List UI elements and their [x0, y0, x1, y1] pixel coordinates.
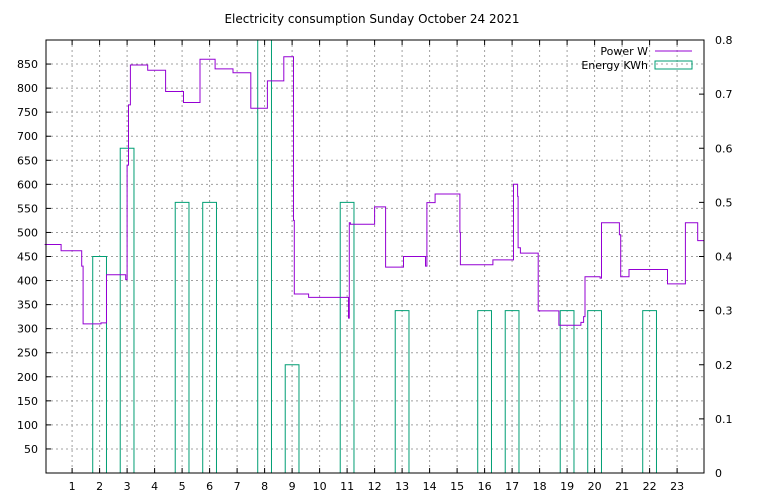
ticks: 1 2 3 4 5 6 7 8 9 10 11 12 13 14 15 16 17 18 19 20 21 22 23501… — [17, 34, 733, 493]
power-line — [44, 56, 704, 326]
y-tick-label: 550 — [17, 202, 38, 215]
y2-tick-label: 0.4 — [715, 251, 733, 264]
y2-tick-label: 0.5 — [715, 196, 733, 209]
power-line-layer — [44, 56, 704, 326]
x-tick-label: 3 — [124, 480, 131, 493]
x-tick-label: 9 — [289, 480, 296, 493]
x-tick-label: 11 — [340, 480, 354, 493]
x-tick-label: 16 — [478, 480, 492, 493]
y-tick-label: 850 — [17, 58, 38, 71]
y2-tick-label: 0.6 — [715, 142, 733, 155]
y-tick-label: 100 — [17, 419, 38, 432]
x-tick-label: 14 — [423, 480, 437, 493]
y2-tick-label: 0.3 — [715, 305, 733, 318]
energy-bar — [202, 201, 217, 474]
legend: Power W Energy KWh — [581, 45, 693, 72]
grid — [46, 40, 704, 473]
y-tick-label: 750 — [17, 106, 38, 119]
energy-bar — [339, 201, 355, 474]
x-tick-label: 4 — [151, 480, 158, 493]
y2-tick-label: 0.1 — [715, 413, 733, 426]
x-tick-label: 18 — [533, 480, 547, 493]
y-tick-label: 300 — [17, 323, 38, 336]
x-tick-label: 6 — [206, 480, 213, 493]
y-tick-label: 150 — [17, 395, 38, 408]
x-tick-label: 10 — [313, 480, 327, 493]
y2-tick-label: 0.2 — [715, 359, 733, 372]
legend-label-energy: Energy KWh — [581, 59, 648, 72]
x-tick-label: 7 — [234, 480, 241, 493]
x-tick-label: 22 — [643, 480, 657, 493]
legend-label-power: Power W — [600, 45, 648, 58]
y-tick-label: 500 — [17, 226, 38, 239]
x-tick-label: 19 — [560, 480, 574, 493]
x-tick-label: 8 — [261, 480, 268, 493]
y-tick-label: 250 — [17, 347, 38, 360]
y-tick-label: 800 — [17, 82, 38, 95]
y-tick-label: 650 — [17, 154, 38, 167]
legend-swatch-energy — [654, 60, 693, 70]
x-tick-label: 2 — [96, 480, 103, 493]
y-tick-label: 200 — [17, 371, 38, 384]
x-tick-label: 12 — [368, 480, 382, 493]
x-tick-label: 13 — [395, 480, 409, 493]
x-tick-label: 5 — [179, 480, 186, 493]
energy-bar — [174, 201, 190, 474]
y-tick-label: 400 — [17, 275, 38, 288]
y2-tick-label: 0.7 — [715, 88, 733, 101]
x-tick-label: 1 — [69, 480, 76, 493]
y2-tick-label: 0.8 — [715, 34, 733, 47]
chart-title: Electricity consumption Sunday October 2… — [224, 12, 519, 26]
y2-tick-label: 0 — [715, 467, 722, 480]
y-tick-label: 600 — [17, 178, 38, 191]
y-tick-label: 450 — [17, 251, 38, 264]
x-tick-label: 23 — [670, 480, 684, 493]
x-tick-label: 21 — [615, 480, 629, 493]
y-tick-label: 350 — [17, 299, 38, 312]
x-tick-label: 15 — [450, 480, 464, 493]
x-tick-label: 17 — [505, 480, 519, 493]
x-tick-label: 20 — [588, 480, 602, 493]
y-tick-label: 700 — [17, 130, 38, 143]
y-tick-label: 50 — [24, 443, 38, 456]
